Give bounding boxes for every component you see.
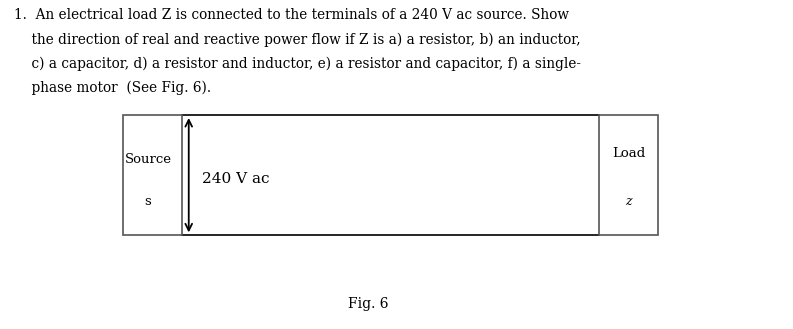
Text: Fig. 6: Fig. 6 (348, 297, 389, 311)
Text: the direction of real and reactive power flow if Z is a) a resistor, b) an induc: the direction of real and reactive power… (14, 32, 581, 47)
Text: 1.  An electrical load Z is connected to the terminals of a 240 V ac source. Sho: 1. An electrical load Z is connected to … (14, 8, 569, 22)
Text: phase motor  (See Fig. 6).: phase motor (See Fig. 6). (14, 80, 212, 95)
Text: c) a capacitor, d) a resistor and inductor, e) a resistor and capacitor, f) a si: c) a capacitor, d) a resistor and induct… (14, 56, 581, 71)
Bar (599, 115, 658, 235)
Text: Load: Load (612, 147, 645, 160)
Text: Source: Source (125, 153, 171, 166)
Text: z: z (625, 195, 632, 208)
Bar (123, 115, 182, 235)
Text: 240 V ac: 240 V ac (202, 172, 270, 186)
Text: s: s (144, 195, 151, 208)
